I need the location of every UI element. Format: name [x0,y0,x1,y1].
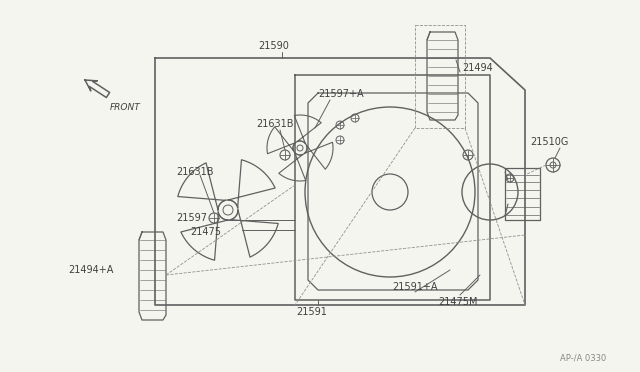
Text: 21631B: 21631B [256,119,294,129]
Text: 21494: 21494 [462,63,493,73]
Text: 21597+A: 21597+A [318,89,364,99]
Text: 21597: 21597 [176,213,207,223]
Text: 21510G: 21510G [530,137,568,147]
Text: 21591: 21591 [296,307,327,317]
Text: 21590: 21590 [258,41,289,51]
Text: 21591+A: 21591+A [392,282,438,292]
Text: 21494+A: 21494+A [68,265,113,275]
Text: 21475M: 21475M [438,297,477,307]
Text: FRONT: FRONT [110,103,141,112]
Text: 21631B: 21631B [176,167,214,177]
Text: 21475: 21475 [190,227,221,237]
Text: AP-/A 0330: AP-/A 0330 [560,353,606,362]
